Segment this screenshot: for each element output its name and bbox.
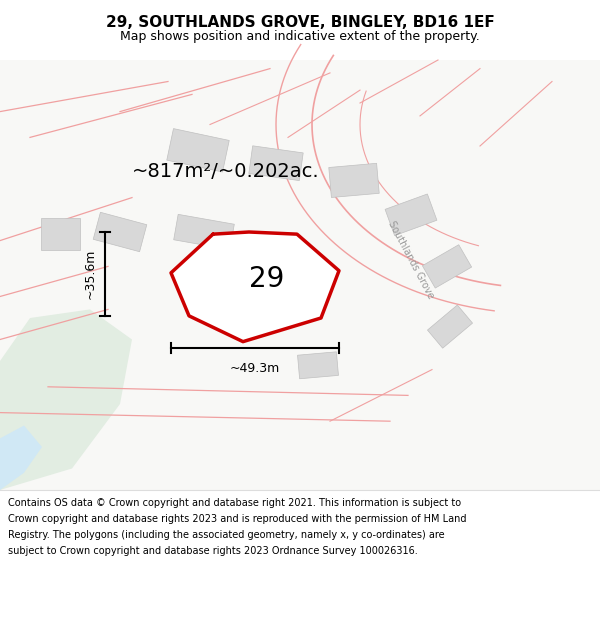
Text: 29: 29	[250, 265, 284, 293]
Bar	[41, 218, 79, 250]
Text: 29, SOUTHLANDS GROVE, BINGLEY, BD16 1EF: 29, SOUTHLANDS GROVE, BINGLEY, BD16 1EF	[106, 15, 494, 30]
Bar	[329, 163, 379, 198]
Bar	[427, 305, 473, 348]
Text: subject to Crown copyright and database rights 2023 Ordnance Survey 100026316.: subject to Crown copyright and database …	[8, 546, 418, 556]
Bar	[422, 245, 472, 288]
Bar	[167, 129, 229, 172]
Bar	[93, 213, 147, 252]
Text: ~49.3m: ~49.3m	[230, 362, 280, 375]
Bar	[0, 60, 600, 490]
Text: ~817m²/~0.202ac.: ~817m²/~0.202ac.	[132, 162, 320, 181]
Bar	[249, 146, 303, 181]
Bar	[298, 352, 338, 379]
Bar	[173, 214, 235, 249]
Text: Southlands Grove: Southlands Grove	[386, 219, 436, 301]
Polygon shape	[0, 426, 42, 490]
Text: Crown copyright and database rights 2023 and is reproduced with the permission o: Crown copyright and database rights 2023…	[8, 514, 467, 524]
Bar	[385, 194, 437, 236]
Polygon shape	[171, 232, 339, 342]
Text: Contains OS data © Crown copyright and database right 2021. This information is : Contains OS data © Crown copyright and d…	[8, 498, 461, 508]
Polygon shape	[0, 309, 132, 490]
Text: Map shows position and indicative extent of the property.: Map shows position and indicative extent…	[120, 30, 480, 43]
Text: ~35.6m: ~35.6m	[84, 249, 97, 299]
Text: Registry. The polygons (including the associated geometry, namely x, y co-ordina: Registry. The polygons (including the as…	[8, 530, 445, 540]
